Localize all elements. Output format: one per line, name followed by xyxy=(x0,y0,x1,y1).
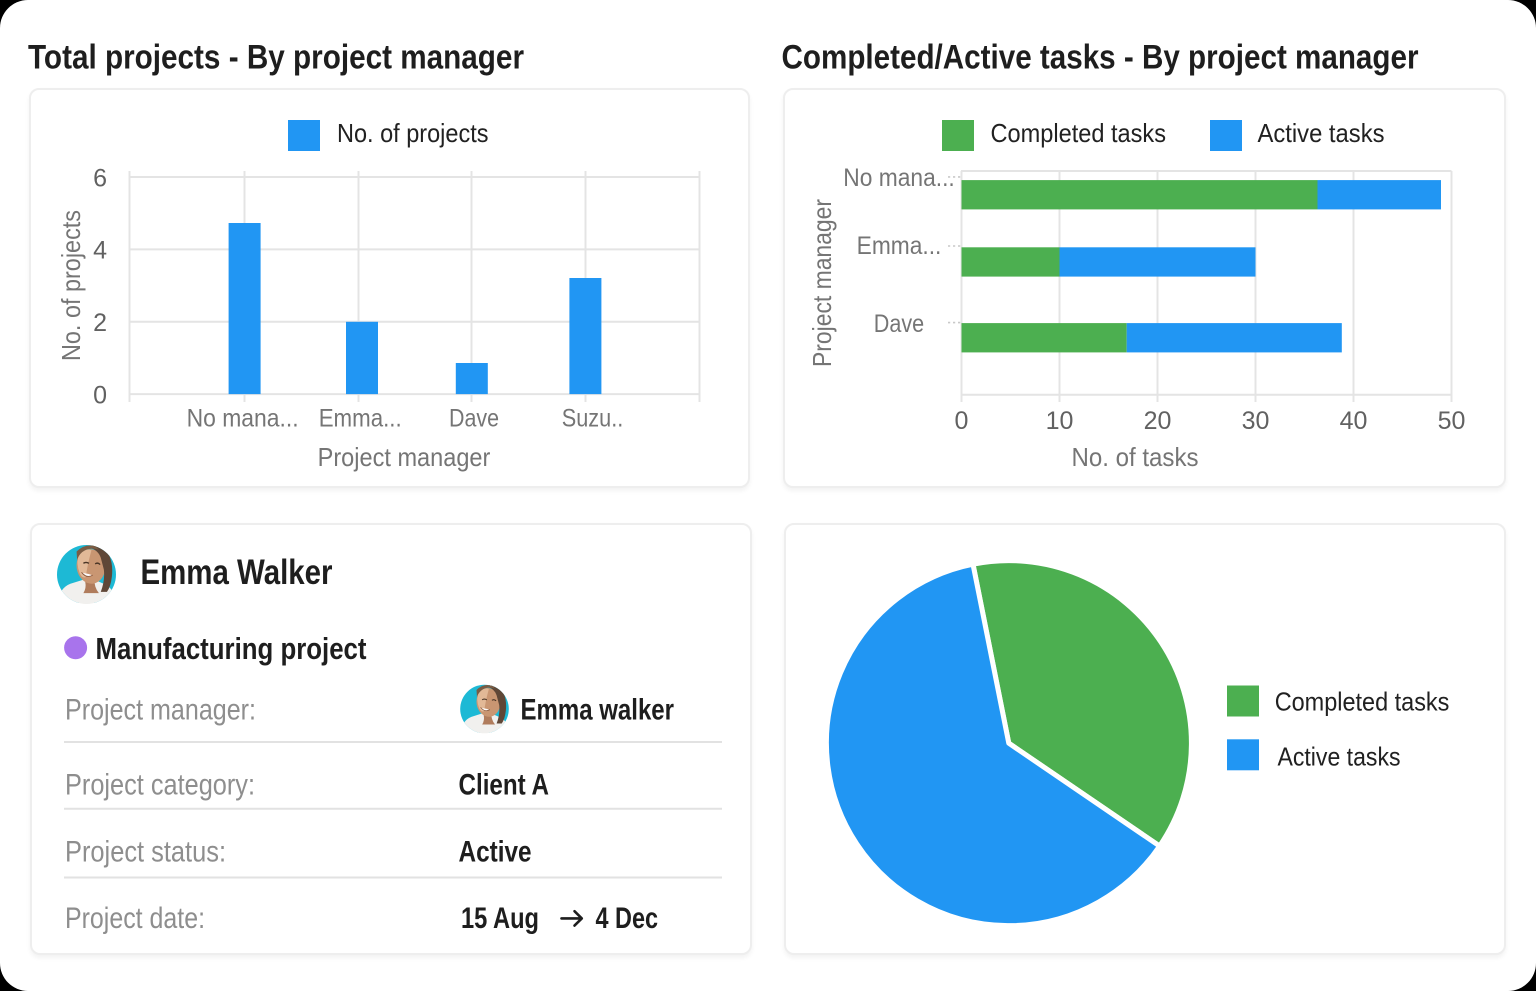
svg-text:Dave: Dave xyxy=(874,310,924,338)
svg-text:Manufacturing project: Manufacturing project xyxy=(96,631,367,666)
svg-text:Completed tasks: Completed tasks xyxy=(1275,687,1450,717)
svg-text:Project status:: Project status: xyxy=(65,835,226,868)
svg-text:Active tasks: Active tasks xyxy=(1278,742,1401,772)
svg-text:No. of projects: No. of projects xyxy=(56,210,86,361)
svg-text:0: 0 xyxy=(955,407,969,435)
svg-text:Dave: Dave xyxy=(449,405,499,433)
svg-text:20: 20 xyxy=(1144,407,1172,435)
svg-text:2: 2 xyxy=(93,309,107,337)
svg-text:No. of tasks: No. of tasks xyxy=(1072,442,1199,472)
svg-text:Completed tasks: Completed tasks xyxy=(991,118,1167,148)
svg-text:No. of projects: No. of projects xyxy=(337,118,489,148)
svg-text:Completed/Active tasks - By pr: Completed/Active tasks - By project mana… xyxy=(782,39,1419,77)
svg-text:Suzu..: Suzu.. xyxy=(562,405,624,433)
svg-text:Active: Active xyxy=(459,835,532,868)
svg-text:Emma...: Emma... xyxy=(319,405,402,433)
svg-text:No mana...: No mana... xyxy=(187,405,299,433)
svg-text:No mana...: No mana... xyxy=(843,164,955,192)
svg-text:Project date:: Project date: xyxy=(65,902,205,935)
svg-text:Total projects - By project ma: Total projects - By project manager xyxy=(28,39,524,77)
svg-text:Project manager:: Project manager: xyxy=(65,693,256,726)
svg-text:Active tasks: Active tasks xyxy=(1258,118,1385,148)
svg-text:50: 50 xyxy=(1438,407,1466,435)
svg-text:Emma...: Emma... xyxy=(857,232,942,260)
svg-text:Emma Walker: Emma Walker xyxy=(141,553,333,592)
svg-text:10: 10 xyxy=(1046,407,1074,435)
svg-text:0: 0 xyxy=(93,381,107,409)
svg-text:15 Aug: 15 Aug xyxy=(461,902,539,935)
svg-text:Project category:: Project category: xyxy=(65,768,255,801)
svg-text:40: 40 xyxy=(1340,407,1368,435)
svg-text:4: 4 xyxy=(93,237,107,265)
svg-text:Client A: Client A xyxy=(459,768,550,801)
svg-text:Project manager: Project manager xyxy=(318,442,491,472)
svg-text:Emma walker: Emma walker xyxy=(521,693,675,726)
svg-text:30: 30 xyxy=(1242,407,1270,435)
svg-text:6: 6 xyxy=(93,164,107,192)
svg-text:Project manager: Project manager xyxy=(807,199,837,367)
svg-text:4 Dec: 4 Dec xyxy=(596,902,659,935)
